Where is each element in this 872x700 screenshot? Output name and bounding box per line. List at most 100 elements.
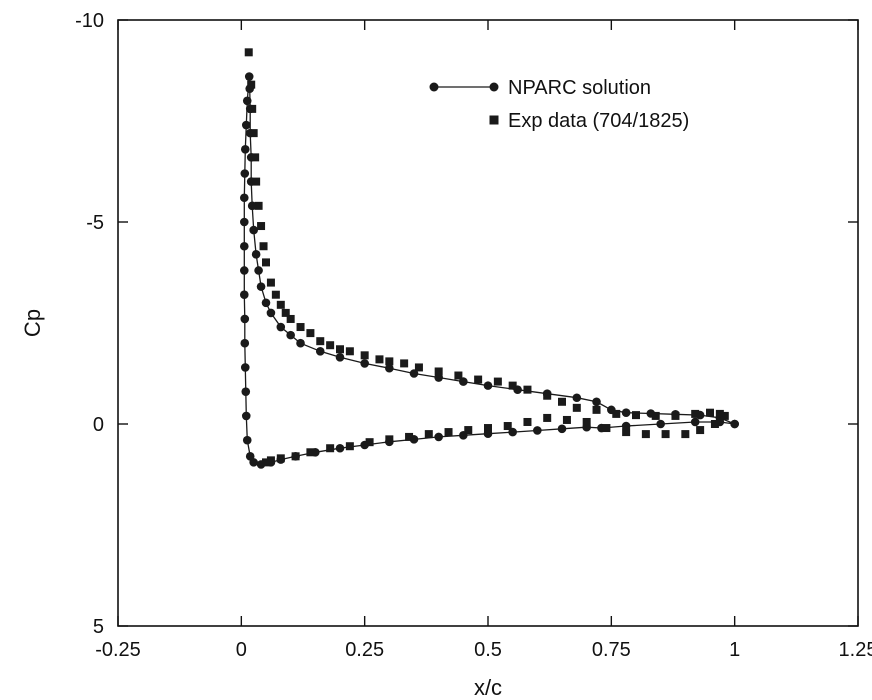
data-point-1-56 <box>484 424 492 433</box>
data-point-1-40 <box>691 409 700 418</box>
y-axis-label: Cp <box>20 309 45 337</box>
data-point-0-8 <box>572 393 582 403</box>
data-point-0-43 <box>239 290 249 300</box>
data-point-1-46 <box>681 430 690 439</box>
data-point-0-16 <box>360 359 369 368</box>
data-point-1-31 <box>523 385 532 394</box>
data-point-1-48 <box>641 430 650 439</box>
data-point-0-40 <box>239 217 249 227</box>
data-point-1-67 <box>276 454 285 463</box>
data-point-0-65 <box>533 426 542 435</box>
data-point-1-28 <box>474 375 483 384</box>
data-point-0-27 <box>249 225 258 235</box>
data-point-1-58 <box>444 428 453 437</box>
data-point-1-64 <box>326 444 335 453</box>
y-tick-label-0: -10 <box>75 10 104 32</box>
x-tick-label-4: 0.75 <box>592 639 631 661</box>
data-point-1-50 <box>602 424 611 433</box>
data-point-0-57 <box>335 443 345 453</box>
data-point-1-51 <box>582 417 591 426</box>
data-point-1-42 <box>715 409 724 418</box>
series-1 <box>244 48 729 467</box>
data-point-0-49 <box>242 435 252 445</box>
data-point-1-68 <box>266 456 275 465</box>
data-point-0-42 <box>239 266 249 275</box>
data-point-0-70 <box>656 419 665 429</box>
data-point-1-61 <box>385 435 394 444</box>
data-point-0-18 <box>315 346 325 356</box>
data-point-1-21 <box>360 351 369 360</box>
data-point-1-60 <box>405 432 414 441</box>
data-point-1-1 <box>247 80 256 89</box>
legend-marker-start-0 <box>429 82 439 92</box>
data-point-0-45 <box>240 338 250 348</box>
data-point-1-4 <box>251 153 260 162</box>
data-point-0-39 <box>239 193 249 203</box>
data-point-1-20 <box>345 347 354 356</box>
data-point-1-41 <box>706 408 714 417</box>
data-point-0-48 <box>241 411 251 421</box>
data-point-0-15 <box>385 363 394 373</box>
data-point-0-28 <box>247 201 257 211</box>
data-point-0-47 <box>241 387 251 396</box>
data-point-0-36 <box>241 120 251 130</box>
data-point-1-13 <box>281 308 290 317</box>
data-point-0-24 <box>256 282 266 291</box>
data-point-0-38 <box>240 169 250 178</box>
data-point-0-71 <box>690 417 700 427</box>
data-point-0-41 <box>239 241 249 251</box>
legend-marker-end-0 <box>489 82 499 92</box>
data-point-1-37 <box>632 411 640 420</box>
data-point-1-63 <box>345 442 354 451</box>
data-point-1-7 <box>257 222 266 231</box>
x-tick-label-1: 0 <box>236 639 247 661</box>
data-point-0-51 <box>249 458 258 467</box>
y-tick-label-3: 5 <box>93 616 104 638</box>
x-tick-label-0: -0.25 <box>95 639 141 661</box>
ticks-layer: -0.25 0 0.25 0.5 0.75 1 1.25 -10 -5 0 5 <box>75 10 872 661</box>
data-point-0-20 <box>286 330 295 340</box>
data-point-1-24 <box>400 359 409 368</box>
data-point-1-8 <box>259 242 268 251</box>
series-line-0 <box>243 76 735 466</box>
data-point-1-10 <box>266 278 275 287</box>
plot-frame <box>117 19 859 627</box>
data-point-1-47 <box>661 430 670 439</box>
y-tick-label-2: 0 <box>93 414 104 436</box>
data-point-1-45 <box>696 426 705 435</box>
data-point-1-0 <box>244 48 253 57</box>
data-point-1-27 <box>454 371 463 380</box>
x-tick-label-6: 1.25 <box>839 639 872 661</box>
data-point-1-16 <box>306 329 315 338</box>
data-point-1-36 <box>612 409 621 418</box>
legend-label-0: NPARC solution <box>508 77 651 99</box>
data-point-1-66 <box>291 452 300 461</box>
data-point-1-55 <box>503 422 512 431</box>
data-point-1-52 <box>562 415 571 424</box>
data-point-1-17 <box>316 337 325 346</box>
data-point-1-19 <box>336 345 344 354</box>
data-point-1-44 <box>710 420 719 428</box>
data-point-1-57 <box>464 426 473 435</box>
data-point-1-23 <box>385 357 394 366</box>
data-point-0-11 <box>483 381 493 390</box>
x-tick-label-5: 1 <box>729 639 740 661</box>
data-point-0-35 <box>242 96 252 106</box>
data-point-1-54 <box>523 417 532 426</box>
legend-marker-1 <box>489 115 499 125</box>
data-point-1-39 <box>671 411 680 420</box>
data-point-1-32 <box>543 391 552 400</box>
data-point-1-35 <box>592 405 601 414</box>
data-point-1-12 <box>276 300 285 309</box>
data-point-1-34 <box>572 403 581 412</box>
data-point-1-25 <box>414 363 423 372</box>
data-point-1-65 <box>306 448 315 457</box>
data-point-1-49 <box>622 428 631 437</box>
data-point-0-17 <box>335 353 345 362</box>
data-point-1-30 <box>508 381 517 390</box>
data-point-1-6 <box>254 201 263 210</box>
data-point-1-9 <box>262 258 270 267</box>
data-point-0-46 <box>240 363 250 372</box>
legend: NPARC solution Exp data (704/1825) <box>429 77 689 132</box>
